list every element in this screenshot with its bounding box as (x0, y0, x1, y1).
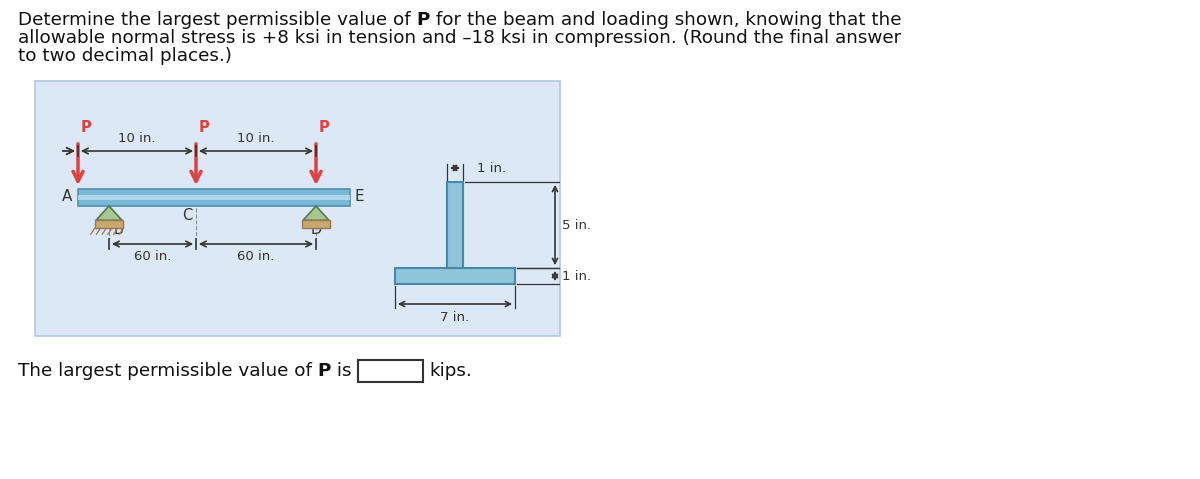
Text: 10 in.: 10 in. (238, 132, 275, 145)
Text: A: A (61, 189, 72, 204)
Text: 1 in.: 1 in. (562, 270, 592, 283)
Text: kips.: kips. (430, 362, 473, 380)
Text: 1 in.: 1 in. (478, 161, 506, 174)
Text: P: P (318, 362, 331, 380)
Bar (301, 220, 330, 228)
Text: is: is (331, 362, 352, 380)
Text: 60 in.: 60 in. (238, 250, 275, 263)
Text: The largest permissible value of: The largest permissible value of (18, 362, 318, 380)
Text: to two decimal places.): to two decimal places.) (18, 47, 232, 65)
Bar (446, 182, 463, 268)
Text: E: E (354, 189, 364, 204)
Text: 5 in.: 5 in. (562, 218, 592, 231)
Bar (358, 360, 422, 382)
Text: C: C (182, 208, 192, 223)
Bar (95, 220, 124, 228)
Polygon shape (96, 206, 122, 220)
Bar (395, 268, 515, 284)
Text: P: P (416, 11, 430, 29)
Text: for the beam and loading shown, knowing that the: for the beam and loading shown, knowing … (430, 11, 901, 29)
Text: 60 in.: 60 in. (134, 250, 172, 263)
Text: allowable normal stress is +8 ksi in tension and –18 ksi in compression. (Round : allowable normal stress is +8 ksi in ten… (18, 29, 901, 47)
Text: P: P (82, 120, 91, 135)
Text: Determine the largest permissible value of: Determine the largest permissible value … (18, 11, 416, 29)
Text: D: D (311, 222, 323, 237)
Text: 7 in.: 7 in. (440, 311, 469, 324)
Text: 10 in.: 10 in. (119, 132, 156, 145)
Text: P: P (199, 120, 210, 135)
Bar (78, 189, 350, 206)
Text: P: P (319, 120, 330, 135)
Bar (78, 195, 350, 200)
Polygon shape (302, 206, 329, 220)
Bar (35, 81, 560, 336)
Text: B: B (114, 222, 124, 237)
